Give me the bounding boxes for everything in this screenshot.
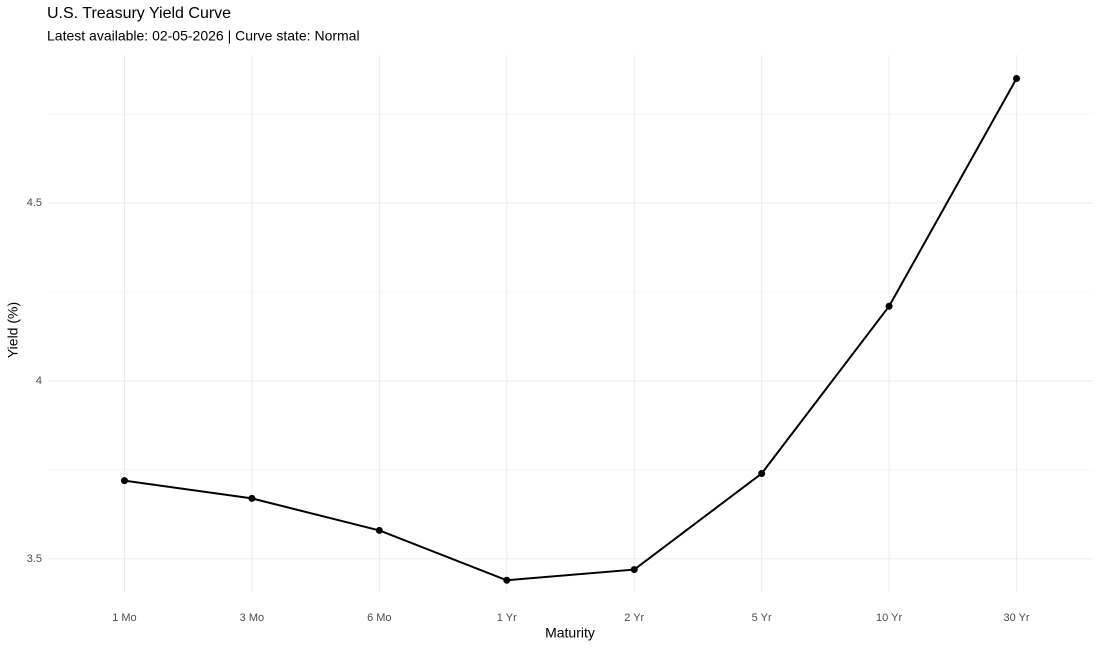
- x-tick-label: 1 Yr: [497, 612, 517, 624]
- x-tick-label: 6 Mo: [367, 612, 391, 624]
- point: [1013, 74, 1021, 82]
- point: [630, 566, 638, 574]
- chart-subtitle: Latest available: 02-05-2026 | Curve sta…: [47, 28, 360, 44]
- point: [885, 302, 893, 310]
- point: [375, 526, 383, 534]
- y-tick-label: 4: [36, 375, 42, 387]
- x-tick-label: 3 Mo: [240, 612, 264, 624]
- x-tick-label: 1 Mo: [112, 612, 136, 624]
- y-tick-label: 3.5: [27, 553, 42, 565]
- line: [124, 77, 1018, 582]
- x-tick-label: 10 Yr: [876, 612, 902, 624]
- y-tick-label: 4.5: [27, 197, 42, 209]
- point: [503, 576, 511, 584]
- x-tick-label: 5 Yr: [752, 612, 772, 624]
- point: [120, 477, 128, 485]
- point: [248, 494, 256, 502]
- point: [758, 469, 766, 477]
- chart-title: U.S. Treasury Yield Curve: [47, 5, 231, 22]
- x-axis-title: Maturity: [545, 625, 595, 641]
- y-axis-title: Yield (%): [5, 302, 21, 358]
- x-tick-label: 2 Yr: [624, 612, 644, 624]
- x-tick-label: 30 Yr: [1003, 612, 1029, 624]
